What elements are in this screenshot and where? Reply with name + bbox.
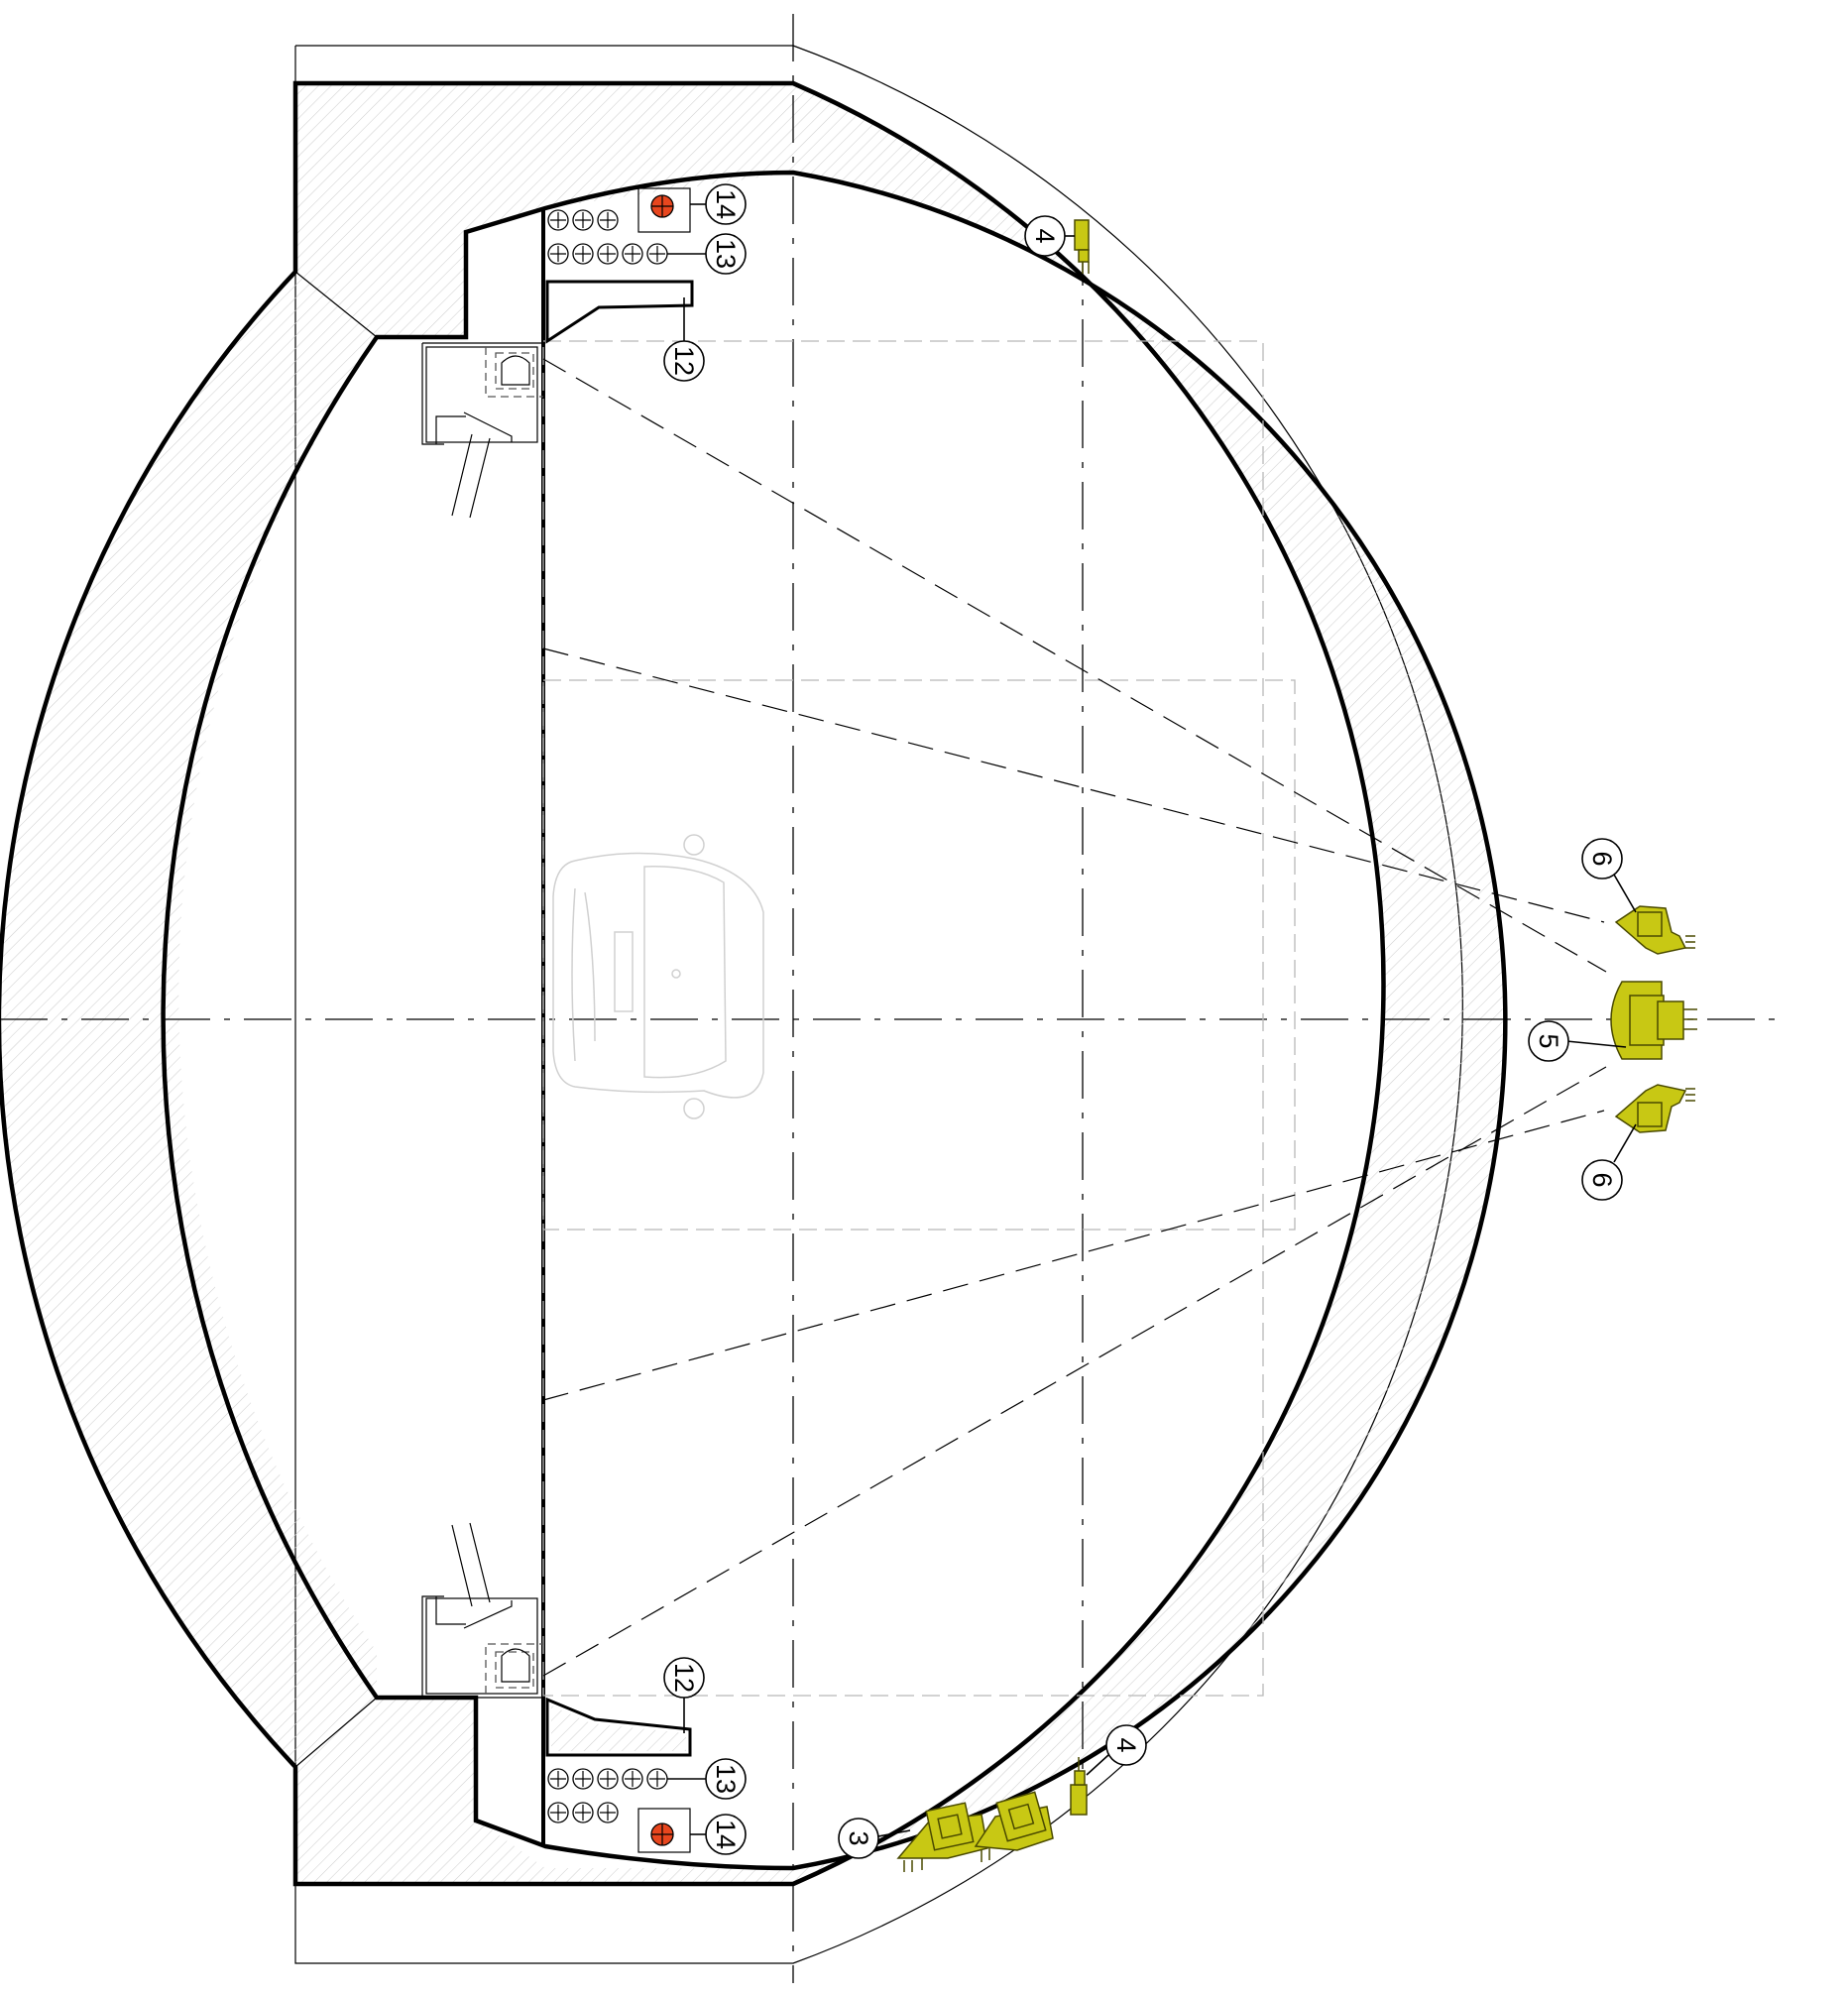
camera-6-upper — [1614, 905, 1695, 955]
lower-niche — [421, 1522, 543, 1699]
callout-14-lower: 14 — [690, 1814, 747, 1855]
clearance-envelopes — [542, 340, 1296, 1697]
upper-fire-main — [637, 187, 691, 233]
outer-contour — [0, 80, 1386, 1887]
svg-text:12: 12 — [669, 1663, 699, 1693]
svg-text:14: 14 — [711, 189, 741, 219]
lower-kerb — [545, 1697, 692, 1757]
callout-13-upper: 13 — [667, 233, 747, 275]
svg-text:14: 14 — [711, 1820, 741, 1849]
svg-text:6: 6 — [1587, 1172, 1617, 1187]
camera-sight-rays — [542, 358, 1607, 1677]
svg-text:13: 13 — [711, 1764, 741, 1794]
callout-12-upper: 12 — [663, 297, 705, 382]
camera-6-lower — [1614, 1084, 1695, 1133]
callout-6-upper: 6 — [1581, 838, 1637, 913]
dome-camera-5 — [1610, 981, 1697, 1060]
centre-axes — [0, 14, 1779, 1983]
upper-niche — [421, 342, 543, 519]
callout-6-lower: 6 — [1581, 1123, 1637, 1201]
sensor-4-lower — [1070, 1757, 1088, 1816]
svg-text:5: 5 — [1534, 1033, 1563, 1048]
svg-text:13: 13 — [711, 239, 741, 269]
lower-fire-main — [637, 1808, 691, 1853]
svg-text:3: 3 — [844, 1830, 873, 1845]
inner-contour — [161, 170, 1508, 1871]
callout-5: 5 — [1528, 1020, 1627, 1062]
sensor-4-upper — [1074, 219, 1090, 274]
callout-3: 3 — [838, 1818, 911, 1859]
svg-text:4: 4 — [1030, 228, 1060, 243]
svg-text:12: 12 — [669, 346, 699, 376]
callout-4-lower: 4 — [1086, 1724, 1147, 1776]
upper-kerb — [545, 280, 694, 344]
callout-12-lower: 12 — [663, 1657, 705, 1733]
upper-cable-conduits — [547, 209, 668, 265]
callout-13-lower: 13 — [667, 1758, 747, 1800]
outer-boundary-line — [294, 45, 1463, 1964]
camera-3-group — [896, 1791, 1054, 1872]
svg-text:4: 4 — [1111, 1737, 1141, 1752]
car-outline — [552, 834, 764, 1119]
svg-text:6: 6 — [1587, 851, 1617, 866]
callout-14-upper: 14 — [690, 183, 747, 225]
lower-cable-conduits — [547, 1768, 668, 1823]
callout-4-upper: 4 — [1024, 215, 1075, 257]
